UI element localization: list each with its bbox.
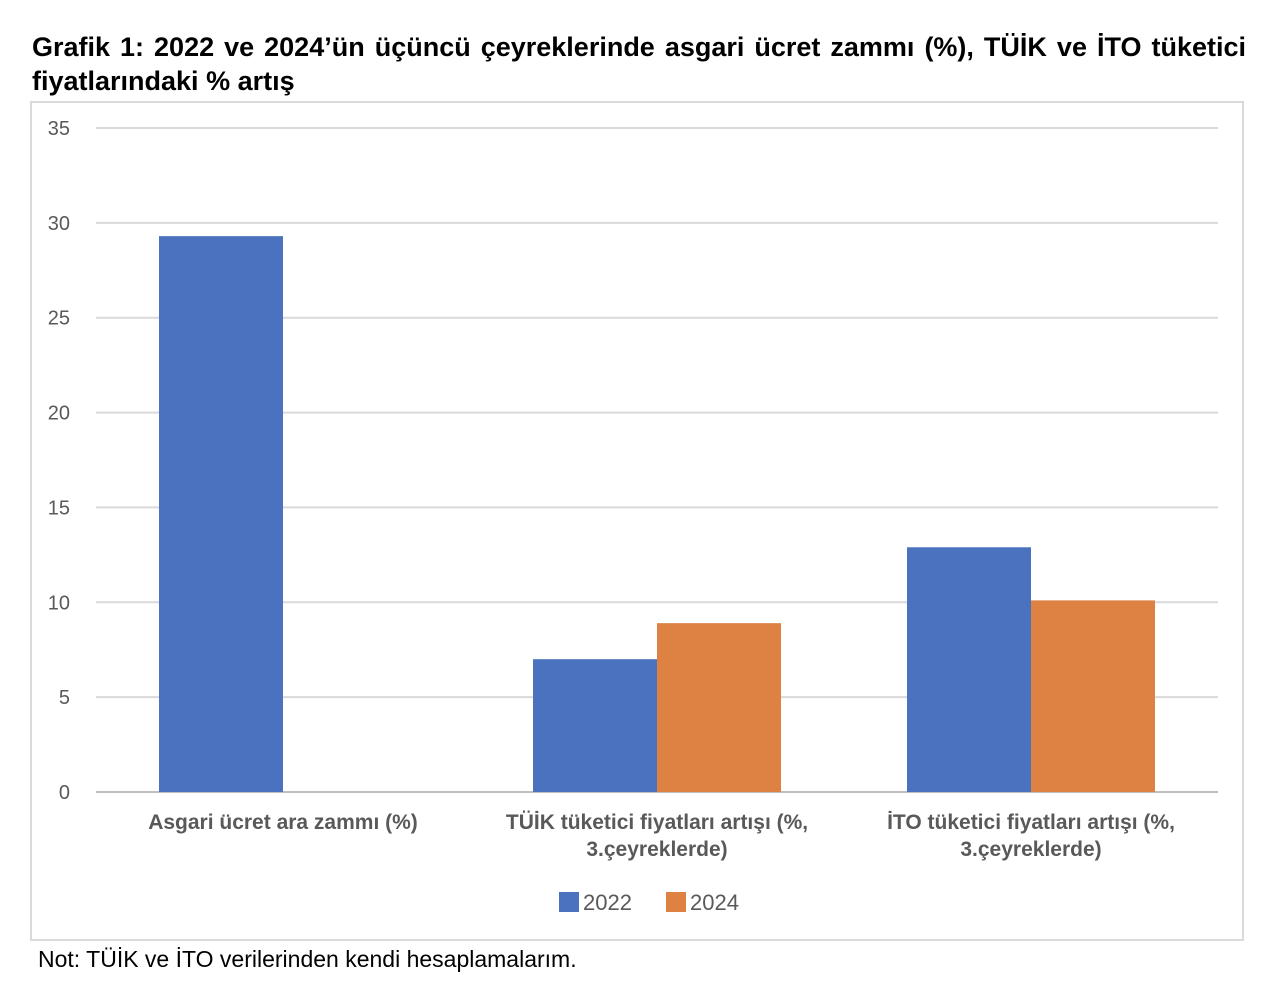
source-note: Not: TÜİK ve İTO verilerinden kendi hesa… <box>38 946 577 972</box>
bar-2022-2 <box>907 547 1031 792</box>
y-tick-label: 15 <box>48 497 70 519</box>
x-category-label-line: TÜİK tüketici fiyatları artışı (%, <box>506 811 808 834</box>
chart-area <box>30 101 1244 941</box>
x-category-label: TÜİK tüketici fiyatları artışı (%, 3.çeyr… <box>506 811 808 861</box>
legend-label-2022: 2022 <box>583 890 632 915</box>
y-tick-label: 5 <box>59 687 70 709</box>
x-category-label-line: 3.çeyreklerde) <box>960 838 1101 861</box>
y-tick-label: 20 <box>48 403 70 425</box>
x-category-label: İTO tüketici fiyatları artışı (%, 3.çeyre… <box>887 811 1175 861</box>
legend-label-2024: 2024 <box>690 890 739 915</box>
chart-title: Grafik 1: 2022 ve 2024’ün üçüncü çeyrekl… <box>32 32 1246 96</box>
y-tick-label: 35 <box>48 118 70 140</box>
x-category-label: Asgari ücret ara zammı (%) <box>148 811 418 834</box>
legend-swatch-2024 <box>666 892 686 912</box>
bar-2022-1 <box>533 659 657 792</box>
y-tick-label: 30 <box>48 213 70 235</box>
y-tick-label: 0 <box>59 782 70 804</box>
y-tick-label: 25 <box>48 308 70 330</box>
x-category-label-line: 3.çeyreklerde) <box>586 838 727 861</box>
bar-2024-2 <box>1031 600 1155 792</box>
bar-2024-1 <box>657 623 781 792</box>
x-category-label-line: Asgari ücret ara zammı (%) <box>148 811 418 834</box>
x-category-label-line: İTO tüketici fiyatları artışı (%, <box>887 811 1175 834</box>
y-tick-label: 10 <box>48 592 70 614</box>
legend-swatch-2022 <box>559 892 579 912</box>
bar-2022-0 <box>159 236 283 792</box>
